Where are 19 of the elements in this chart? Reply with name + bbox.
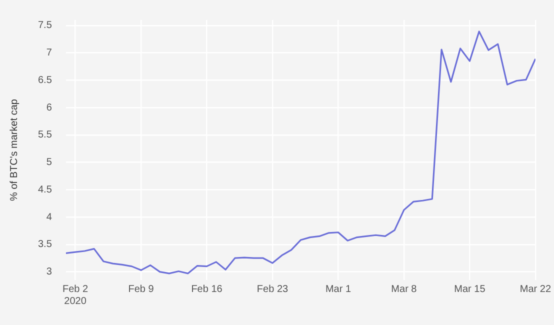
x-tick-label: Feb 9 xyxy=(128,284,154,295)
y-tick-label: 5.5 xyxy=(38,130,52,141)
x-tick-label: Mar 8 xyxy=(391,284,418,295)
y-tick-label: 3.5 xyxy=(38,239,52,250)
x-tick-label: Mar 15 xyxy=(454,284,486,295)
x-tick-label: Mar 1 xyxy=(325,284,352,295)
y-tick-label: 6 xyxy=(46,102,52,114)
y-tick-label: 4.5 xyxy=(38,184,52,196)
x-tick-label: Feb 23 xyxy=(256,284,288,295)
y-tick-label: 7.5 xyxy=(38,20,52,32)
x-tick-label: Feb 16 xyxy=(191,284,223,295)
x-tick-label: Feb 2 2020 xyxy=(62,284,89,307)
y-tick-label: 5 xyxy=(46,157,52,168)
y-tick-label: 4 xyxy=(46,212,52,223)
y-tick-label: 7 xyxy=(46,48,52,59)
y-axis-title: % of BTC's market cap xyxy=(8,98,20,201)
y-tick-label: 3 xyxy=(46,266,52,278)
x-tick-label: Mar 22 xyxy=(520,284,552,295)
y-tick-label: 6.5 xyxy=(38,74,52,86)
